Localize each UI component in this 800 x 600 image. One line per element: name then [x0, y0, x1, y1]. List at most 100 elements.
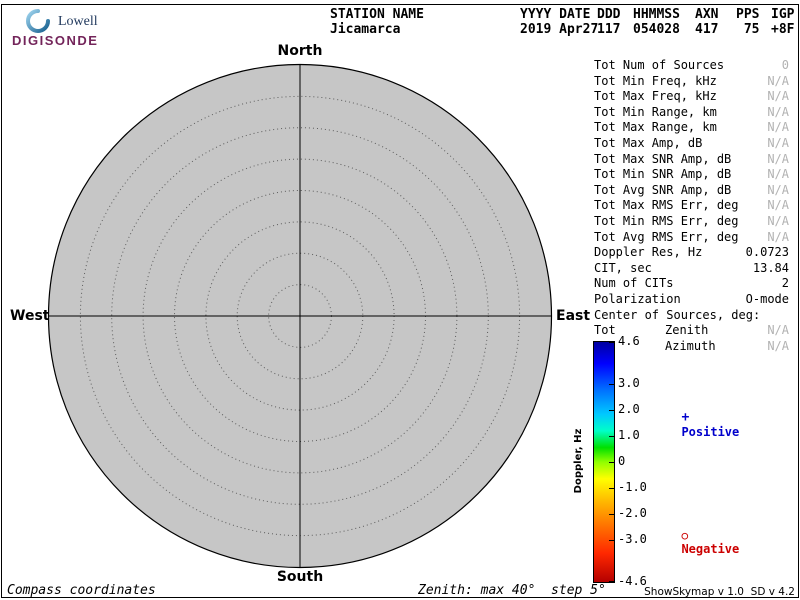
- stat-row: Doppler Res, Hz 0.0723: [594, 245, 789, 261]
- stat-row: Tot Min Freq, kHz N/A: [594, 74, 789, 90]
- stats-panel: Tot Num of Sources 0 Tot Min Freq, kHz N/A…: [594, 58, 789, 354]
- logo-product-text: DIGISONDE: [12, 33, 99, 48]
- colorbar-tick-label: 2.0: [618, 402, 640, 416]
- header-label: AXN: [695, 7, 719, 22]
- header-value: 054028: [633, 22, 680, 37]
- stat-value: N/A: [767, 120, 789, 135]
- stat-label: Tot Avg SNR Amp, dB: [594, 182, 732, 197]
- stat-label: Polarization: [594, 291, 681, 306]
- header-value: 2019 Apr27: [520, 22, 599, 37]
- colorbar-tick-label: -1.0: [618, 480, 647, 494]
- stat-row: Tot Avg SNR Amp, dB N/A: [594, 183, 789, 199]
- stat-row: Tot Avg RMS Err, deg N/A: [594, 230, 789, 246]
- stat-label: Tot Max RMS Err, deg: [594, 198, 739, 213]
- header-col-axn: AXN 417: [695, 7, 736, 37]
- legend-positive: + Positive: [667, 396, 739, 439]
- stat-value: N/A: [767, 182, 789, 197]
- stat-row: Tot Max RMS Err, deg N/A: [594, 198, 789, 214]
- stat-row: Tot Max Amp, dB N/A: [594, 136, 789, 152]
- colorbar-tick-mark: [609, 342, 614, 343]
- stat-sublabel: Azimuth: [665, 338, 716, 353]
- stat-value: 0.0723: [745, 245, 789, 260]
- doppler-colorbar: [593, 341, 615, 583]
- stat-label: Tot Min Freq, kHz: [594, 73, 717, 88]
- legend-positive-label: Positive: [681, 425, 740, 439]
- plus-icon: +: [681, 410, 690, 425]
- stat-label: Tot Max SNR Amp, dB: [594, 151, 732, 166]
- legend-negative: ○ Negative: [667, 514, 739, 556]
- stat-row: Num of CITs 2: [594, 276, 789, 292]
- stat-row: Tot Max Freq, kHz N/A: [594, 89, 789, 105]
- colorbar-tick-label: 1.0: [618, 428, 640, 442]
- header-col-date: YYYY DATE 2019 Apr27: [520, 7, 599, 37]
- stat-row: CIT, sec 13.84: [594, 261, 789, 277]
- header-value: 117: [597, 22, 621, 37]
- header-bar: STATION NAME Jicamarca YYYY DATE 2019 Ap…: [330, 7, 800, 37]
- colorbar-tick-labels: 4.6 3.0 2.0 1.0 0 -1.0 -2.0 -3.0 -4.6: [618, 334, 654, 588]
- stat-value: N/A: [767, 338, 789, 353]
- stat-label: Tot Min RMS Err, deg: [594, 213, 739, 228]
- colorbar-tick-mark: [609, 436, 614, 437]
- stat-label: Tot Max Amp, dB: [594, 135, 703, 150]
- stat-value: 2: [781, 276, 789, 291]
- header-label: YYYY DATE: [520, 7, 591, 22]
- stat-value: N/A: [767, 323, 789, 338]
- colorbar-tick-mark: [609, 410, 614, 411]
- compass-label-east: East: [556, 308, 591, 324]
- stat-label: Tot Max Range, km: [594, 120, 717, 135]
- compass-label-west: West: [10, 308, 50, 324]
- header-label: STATION NAME: [330, 7, 424, 22]
- stat-label: Tot Min Range, km: [594, 104, 717, 119]
- header-value: Jicamarca: [330, 22, 401, 37]
- colorbar-tick-label: 3.0: [618, 376, 640, 390]
- stat-label: Tot Avg RMS Err, deg: [594, 229, 739, 244]
- header-label: DDD: [597, 7, 621, 22]
- stat-value: 0: [781, 58, 789, 72]
- stat-label: Center of Sources, deg:: [594, 307, 761, 322]
- stat-value: O-mode: [745, 291, 789, 306]
- header-col-igp: IGP +8F: [771, 7, 800, 37]
- compass-label-north: North: [277, 43, 323, 59]
- stat-row: Tot Min SNR Amp, dB N/A: [594, 167, 789, 183]
- stat-label: Tot Min SNR Amp, dB: [594, 167, 732, 182]
- stat-row: Tot Max SNR Amp, dB N/A: [594, 152, 789, 168]
- stat-value: N/A: [767, 151, 789, 166]
- footer-zenith-info: Zenith: max 40° step 5°: [418, 583, 606, 598]
- stat-value: N/A: [767, 198, 789, 213]
- colorbar-tick-mark: [609, 540, 614, 541]
- colorbar-tick-label: -2.0: [618, 506, 647, 520]
- digisonde-logo: Lowell DIGISONDE: [10, 6, 140, 50]
- stat-row: Tot Min Range, km N/A: [594, 105, 789, 121]
- stat-row: Tot Min RMS Err, deg N/A: [594, 214, 789, 230]
- stat-value: 13.84: [752, 260, 789, 275]
- colorbar-tick-label: -3.0: [618, 532, 647, 546]
- stat-label: Num of CITs: [594, 276, 674, 291]
- skymap-plot: [47, 63, 553, 569]
- stat-value: N/A: [767, 167, 789, 182]
- colorbar-tick-mark: [609, 514, 614, 515]
- crosshair-axes: [48, 64, 552, 568]
- stat-value: N/A: [767, 89, 789, 104]
- header-value: 417: [695, 22, 719, 37]
- compass-label-south: South: [276, 569, 324, 585]
- stat-row: Tot Zenith N/A: [594, 323, 789, 339]
- colorbar-tick-mark: [609, 581, 614, 582]
- colorbar-axis-title: Doppler, Hz: [573, 428, 584, 494]
- stat-row: Tot Max Range, km N/A: [594, 120, 789, 136]
- stat-value: N/A: [767, 135, 789, 150]
- header-label: HHMMSS: [633, 7, 680, 22]
- stat-value: N/A: [767, 213, 789, 228]
- stat-value: N/A: [767, 229, 789, 244]
- header-value: 75: [736, 22, 760, 37]
- stat-sublabel: Zenith: [665, 323, 709, 338]
- colorbar-tick-label: 4.6: [618, 334, 640, 348]
- header-value: +8F: [771, 22, 795, 37]
- stat-value: N/A: [767, 104, 789, 119]
- lowell-globe-icon: [26, 9, 50, 33]
- stat-label: Tot Num of Sources: [594, 58, 725, 72]
- stat-section-header: Center of Sources, deg:: [594, 308, 789, 324]
- circle-icon: ○: [681, 529, 689, 542]
- stat-label: Tot Max Freq, kHz: [594, 89, 717, 104]
- colorbar-tick-mark: [609, 384, 614, 385]
- stat-label: CIT, sec: [594, 260, 652, 275]
